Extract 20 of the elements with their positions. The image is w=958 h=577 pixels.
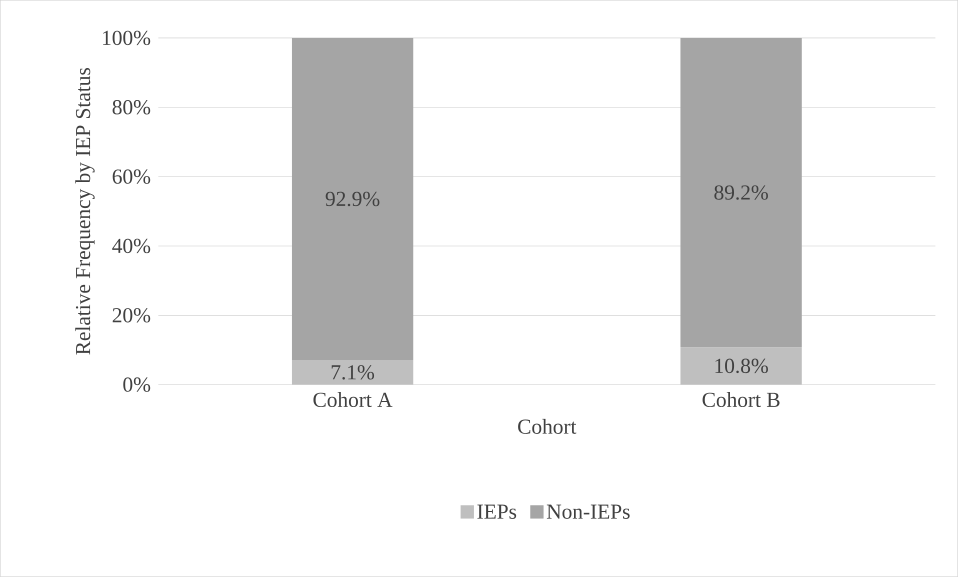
x-tick-label: Cohort B: [702, 392, 780, 408]
legend-label: Non-IEPs: [546, 504, 630, 519]
data-label: 92.9%: [326, 192, 380, 206]
data-label: 89.2%: [714, 185, 768, 200]
y-tick-label: 100%: [103, 30, 150, 46]
y-tick-label: 20%: [112, 308, 150, 323]
data-label: 7.1%: [332, 365, 374, 380]
legend-label: IEPs: [477, 504, 516, 519]
bar: [292, 38, 414, 360]
x-axis-title: Cohort: [518, 418, 576, 434]
bar: [292, 360, 414, 385]
y-tick-label: 40%: [112, 238, 150, 254]
y-tick-label: 80%: [112, 100, 150, 115]
y-axis-title: Relative Frequency by IEP Status: [75, 68, 95, 355]
bar: [680, 347, 802, 385]
y-tick-label: 60%: [112, 169, 150, 184]
bar: [680, 38, 802, 348]
x-tick-label: Cohort A: [313, 392, 392, 408]
y-tick-label: 0%: [123, 377, 150, 392]
data-label: 10.8%: [715, 358, 768, 374]
